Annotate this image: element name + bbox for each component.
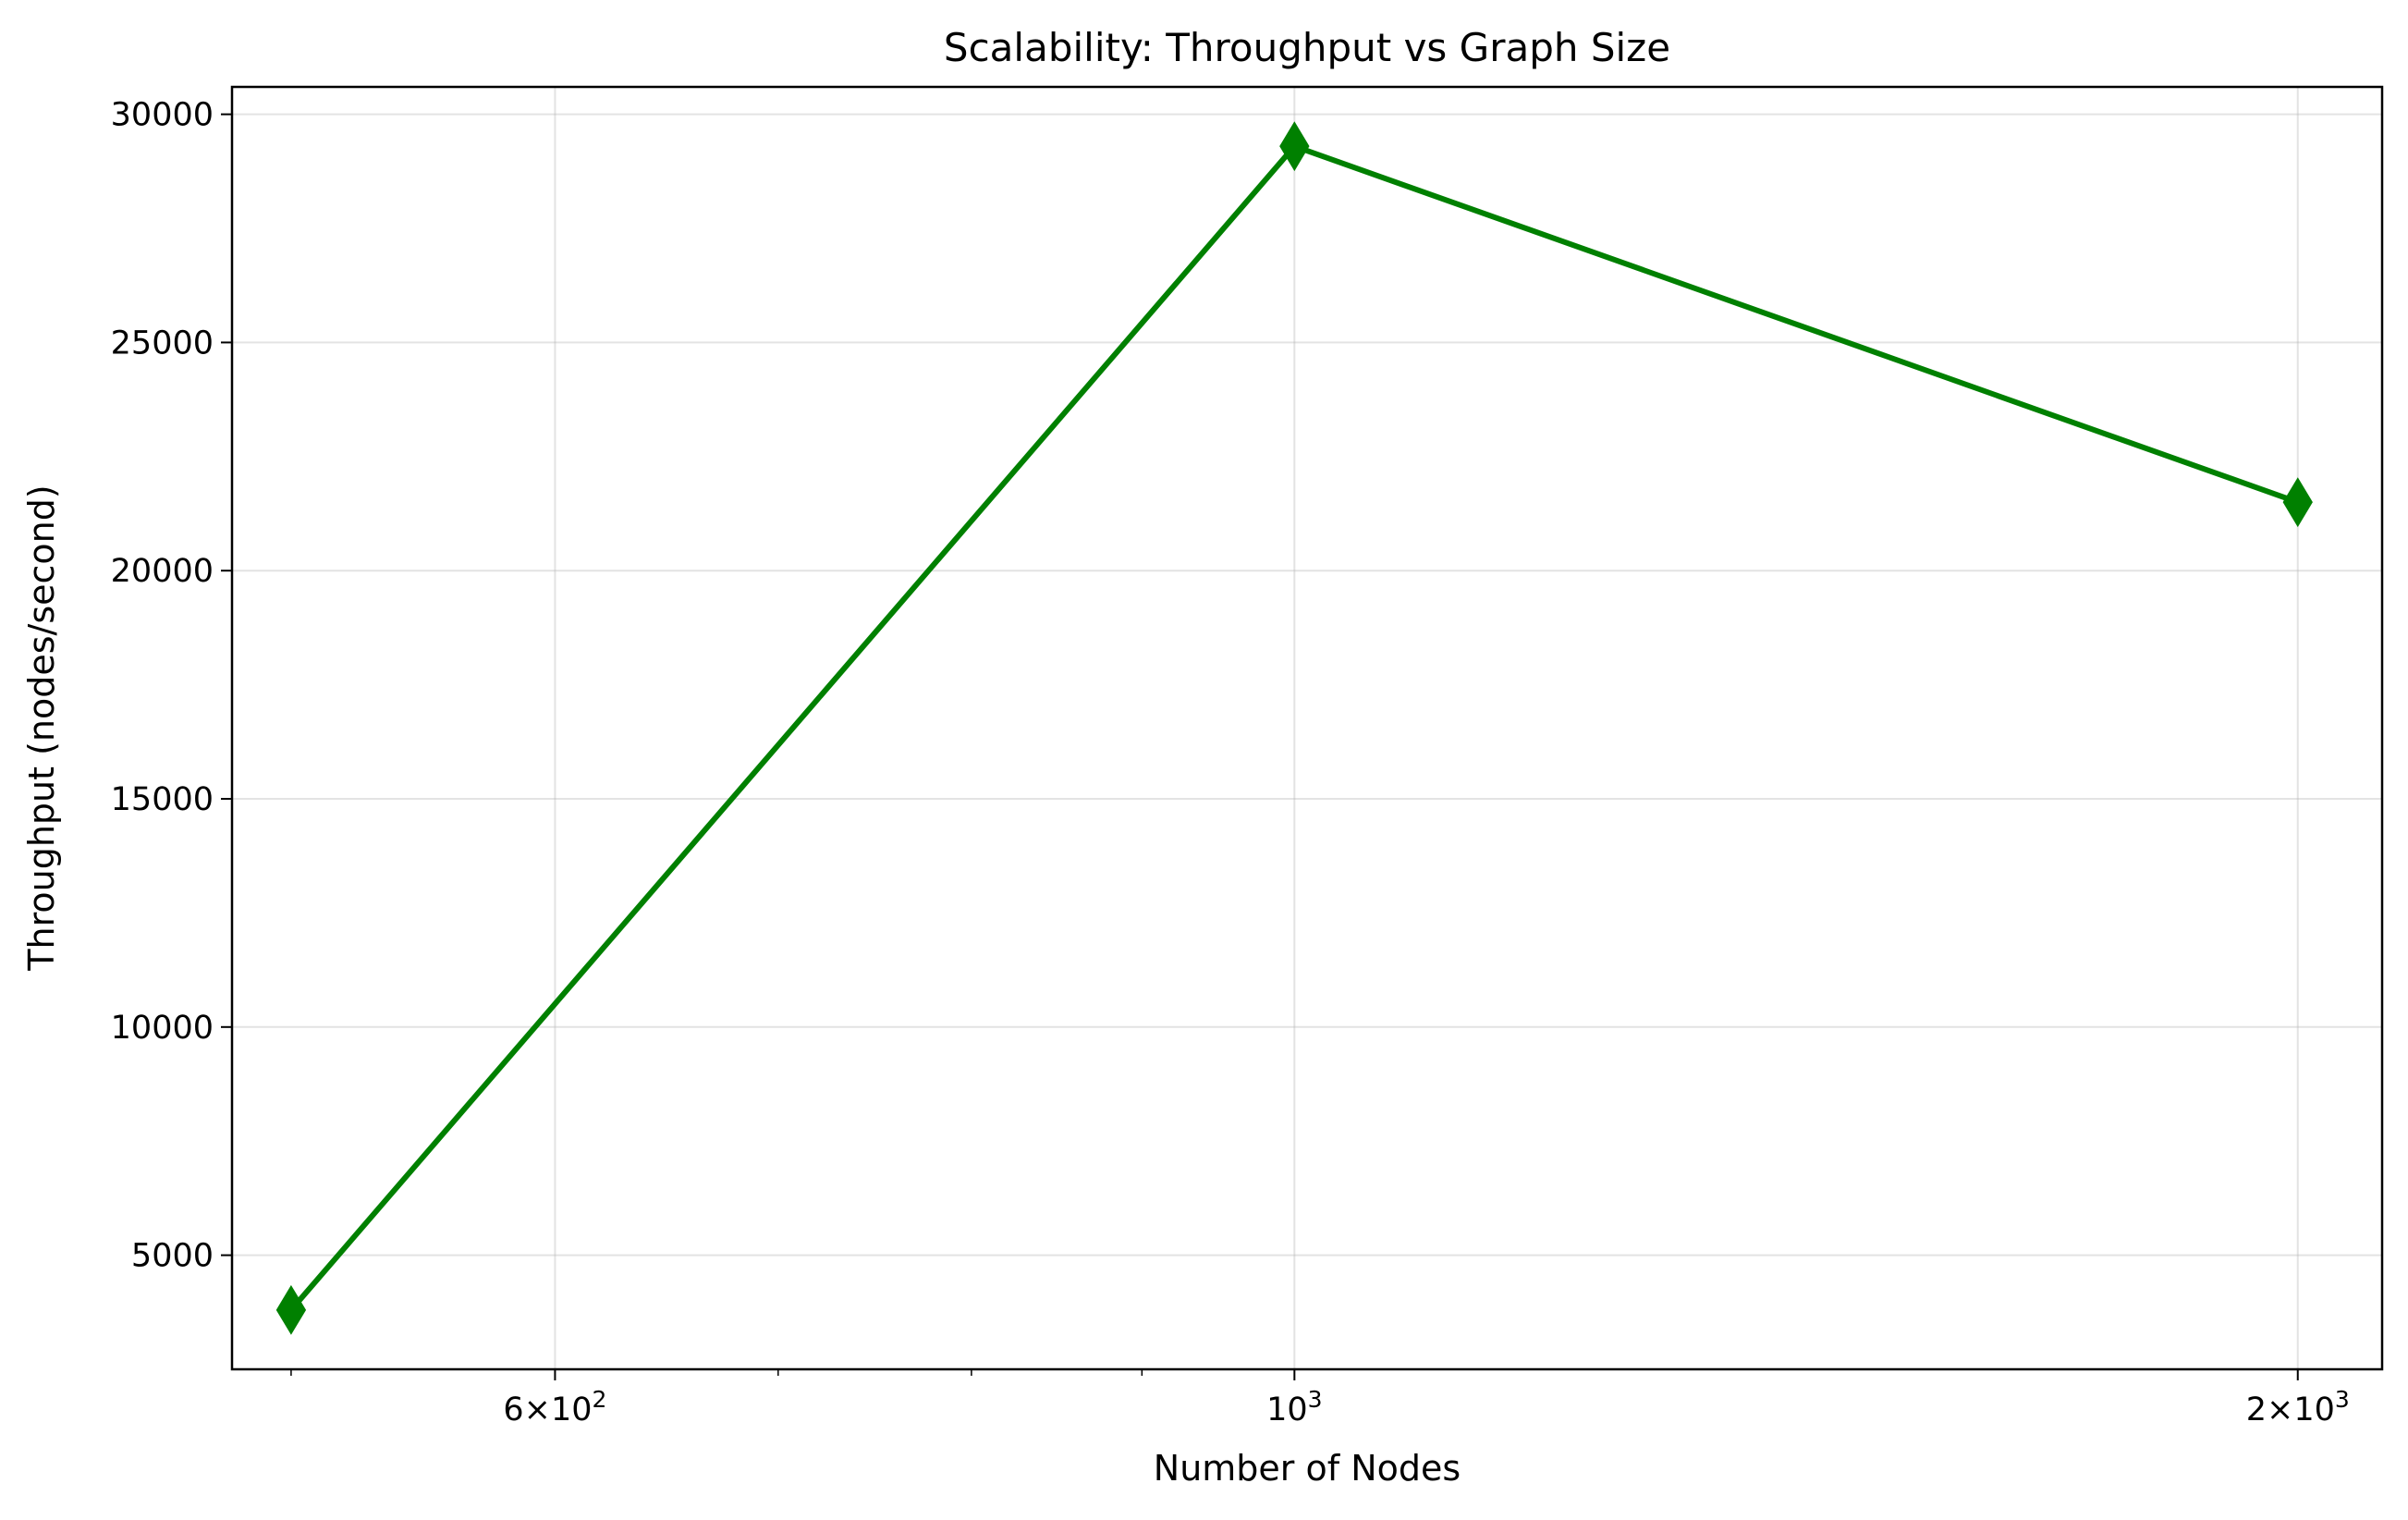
x-tick-label-base: 2×10 (2246, 1391, 2335, 1428)
x-tick-label-base: 6×10 (503, 1391, 592, 1428)
x-tick-label-base: 10 (1266, 1391, 1308, 1428)
grid (232, 87, 2382, 1369)
x-tick-label: 103 (1266, 1386, 1322, 1428)
series-layer (275, 121, 2313, 1335)
y-tick-label: 15000 (111, 781, 214, 818)
y-axis-label: Throughput (nodes/second) (21, 484, 62, 971)
plot-frame (230, 85, 2384, 1371)
y-tick-label: 30000 (111, 97, 214, 134)
data-point-marker (1279, 121, 1310, 172)
y-tick-label: 5000 (131, 1238, 214, 1275)
chart-title: Scalability: Throughput vs Graph Size (944, 25, 1670, 70)
x-tick-label: 2×103 (2246, 1386, 2350, 1428)
x-axis-label: Number of Nodes (1154, 1448, 1461, 1489)
x-tick-label-exponent: 2 (593, 1386, 607, 1413)
x-tick-label: 6×102 (503, 1386, 606, 1428)
x-tick-label-exponent: 3 (1308, 1386, 1323, 1413)
data-point-marker (2282, 477, 2313, 528)
y-tick-label: 10000 (111, 1010, 214, 1047)
y-tick-label: 20000 (111, 553, 214, 590)
data-point-marker (275, 1284, 307, 1335)
x-tick-label-exponent: 3 (2335, 1386, 2350, 1413)
y-tick-label: 25000 (111, 325, 214, 362)
